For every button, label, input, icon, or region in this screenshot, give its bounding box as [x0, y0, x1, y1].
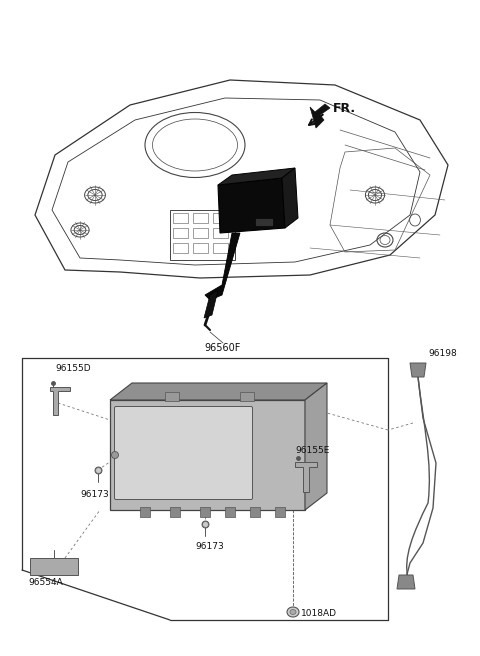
Text: 1018AD: 1018AD: [301, 609, 337, 619]
Text: 96554A: 96554A: [28, 578, 63, 587]
Text: 96173: 96173: [80, 490, 109, 499]
Polygon shape: [410, 363, 426, 377]
Polygon shape: [218, 168, 295, 185]
Polygon shape: [282, 168, 298, 228]
Bar: [140, 507, 150, 517]
Text: FR.: FR.: [333, 102, 356, 115]
Polygon shape: [295, 462, 317, 492]
Bar: [173, 213, 188, 223]
Bar: [213, 243, 228, 253]
Bar: [240, 392, 254, 401]
Text: 96560F: 96560F: [205, 343, 241, 353]
Bar: [225, 507, 235, 517]
Bar: [255, 218, 273, 226]
Bar: [173, 228, 188, 238]
Ellipse shape: [287, 607, 299, 617]
Bar: [213, 228, 228, 238]
Bar: [275, 507, 285, 517]
Bar: [200, 507, 210, 517]
Polygon shape: [218, 178, 285, 233]
Polygon shape: [310, 104, 330, 128]
Polygon shape: [110, 383, 327, 400]
Ellipse shape: [290, 609, 296, 615]
Bar: [193, 243, 208, 253]
Polygon shape: [50, 387, 70, 415]
Text: 96155D: 96155D: [55, 364, 91, 373]
Bar: [173, 243, 188, 253]
Text: 96173: 96173: [195, 542, 224, 551]
Polygon shape: [30, 558, 78, 575]
Polygon shape: [110, 400, 305, 510]
Bar: [170, 210, 235, 260]
Polygon shape: [305, 383, 327, 510]
FancyBboxPatch shape: [115, 407, 252, 499]
Polygon shape: [205, 233, 240, 300]
Bar: [165, 392, 179, 401]
Bar: [250, 507, 260, 517]
Polygon shape: [397, 575, 415, 589]
Bar: [170, 507, 180, 517]
Ellipse shape: [111, 451, 119, 459]
Text: 96198: 96198: [428, 349, 457, 358]
Bar: [193, 228, 208, 238]
Bar: [213, 213, 228, 223]
Bar: [193, 213, 208, 223]
Polygon shape: [204, 290, 218, 318]
Text: 96155E: 96155E: [295, 446, 329, 455]
